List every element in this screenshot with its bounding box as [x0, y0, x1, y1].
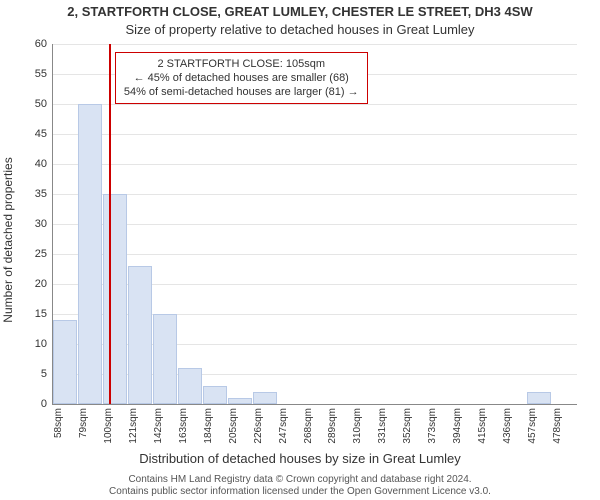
x-tick-label: 247sqm	[278, 408, 289, 444]
gridline	[53, 224, 577, 225]
x-tick-label: 142sqm	[153, 408, 164, 444]
gridline	[53, 134, 577, 135]
footer-line-1: Contains HM Land Registry data © Crown c…	[0, 474, 600, 486]
x-tick-label: 289sqm	[327, 408, 338, 444]
histogram-bar	[203, 386, 227, 404]
x-tick-label: 478sqm	[552, 408, 563, 444]
y-tick-label: 20	[35, 278, 47, 290]
y-tick-label: 50	[35, 98, 47, 110]
histogram-bar	[253, 392, 277, 404]
y-tick-label: 30	[35, 218, 47, 230]
y-tick-label: 40	[35, 158, 47, 170]
callout-line-2: ← 45% of detached houses are smaller (68…	[124, 71, 359, 85]
footer-line-2: Contains public sector information licen…	[0, 486, 600, 498]
gridline	[53, 254, 577, 255]
callout-box: 2 STARTFORTH CLOSE: 105sqm← 45% of detac…	[115, 52, 368, 104]
y-tick-label: 25	[35, 248, 47, 260]
x-tick-label: 226sqm	[253, 408, 264, 444]
histogram-bar	[78, 104, 102, 404]
reference-line	[109, 44, 111, 404]
x-tick-label: 457sqm	[527, 408, 538, 444]
gridline	[53, 104, 577, 105]
y-tick-label: 55	[35, 68, 47, 80]
histogram-bar	[178, 368, 202, 404]
y-tick-label: 0	[41, 398, 47, 410]
histogram-bar	[128, 266, 152, 404]
x-tick-label: 163sqm	[178, 408, 189, 444]
gridline	[53, 44, 577, 45]
y-axis-label: Number of detached properties	[1, 157, 15, 322]
x-tick-label: 331sqm	[377, 408, 388, 444]
x-tick-label: 205sqm	[228, 408, 239, 444]
callout-line-1: 2 STARTFORTH CLOSE: 105sqm	[124, 57, 359, 71]
x-tick-label: 121sqm	[128, 408, 139, 444]
x-tick-label: 394sqm	[452, 408, 463, 444]
y-tick-label: 45	[35, 128, 47, 140]
x-tick-label: 373sqm	[427, 408, 438, 444]
x-tick-label: 436sqm	[502, 408, 513, 444]
x-tick-label: 268sqm	[303, 408, 314, 444]
x-tick-label: 415sqm	[477, 408, 488, 444]
x-tick-label: 352sqm	[402, 408, 413, 444]
y-tick-label: 60	[35, 38, 47, 50]
histogram-bar	[228, 398, 252, 404]
footer-attribution: Contains HM Land Registry data © Crown c…	[0, 474, 600, 498]
y-tick-label: 35	[35, 188, 47, 200]
histogram-bar	[103, 194, 127, 404]
x-tick-label: 310sqm	[352, 408, 363, 444]
x-tick-label: 184sqm	[203, 408, 214, 444]
x-tick-label: 58sqm	[53, 408, 64, 438]
gridline	[53, 194, 577, 195]
histogram-bar	[527, 392, 551, 404]
x-tick-label: 100sqm	[103, 408, 114, 444]
chart-title: 2, STARTFORTH CLOSE, GREAT LUMLEY, CHEST…	[0, 4, 600, 19]
gridline	[53, 164, 577, 165]
callout-line-3: 54% of semi-detached houses are larger (…	[124, 85, 359, 99]
x-axis-label: Distribution of detached houses by size …	[0, 451, 600, 466]
y-tick-label: 10	[35, 338, 47, 350]
histogram-bar	[153, 314, 177, 404]
chart-subtitle: Size of property relative to detached ho…	[0, 22, 600, 37]
y-tick-label: 15	[35, 308, 47, 320]
histogram-bar	[53, 320, 77, 404]
y-tick-label: 5	[41, 368, 47, 380]
x-tick-label: 79sqm	[78, 408, 89, 438]
histogram-plot: 05101520253035404550556058sqm79sqm100sqm…	[52, 44, 577, 405]
